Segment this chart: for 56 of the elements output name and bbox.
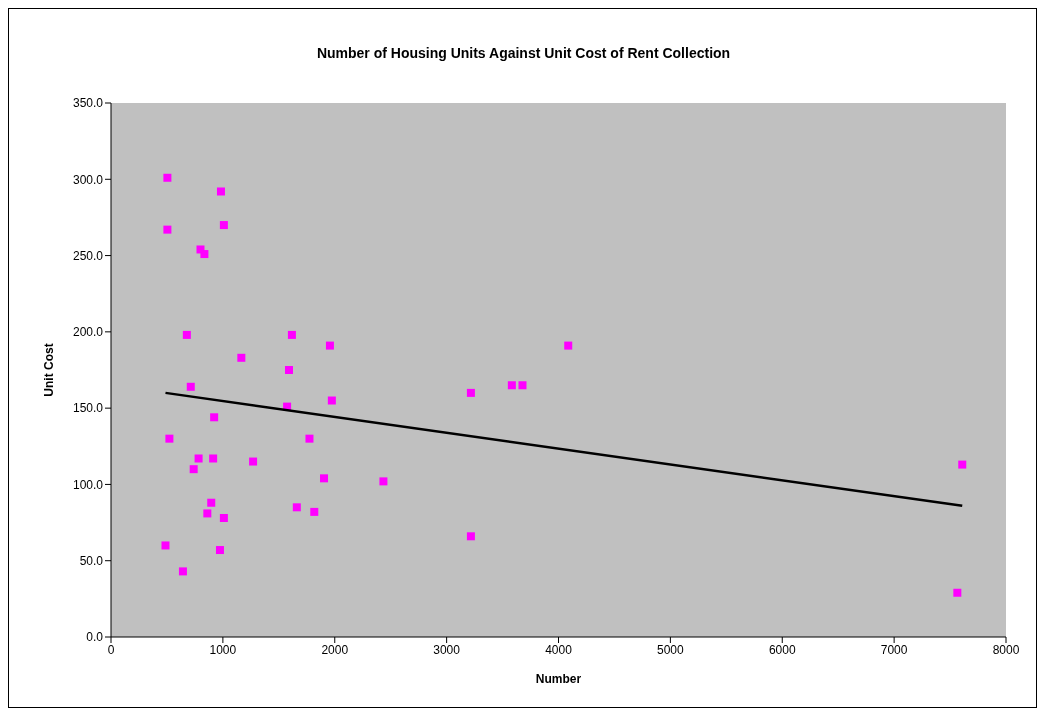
point [207, 498, 216, 507]
point [305, 434, 314, 443]
point [237, 353, 246, 362]
point [292, 503, 301, 512]
point [287, 330, 296, 339]
point [466, 388, 475, 397]
x-tick-label: 1000 [209, 642, 237, 657]
point [189, 465, 198, 474]
x-tick-label: 4000 [545, 642, 573, 657]
y-tick-label: 300.0 [72, 172, 104, 187]
point [163, 173, 172, 182]
point [379, 477, 388, 486]
point [165, 434, 174, 443]
x-tick-label: 0 [107, 642, 115, 657]
point [325, 341, 334, 350]
x-tick-label: 2000 [321, 642, 349, 657]
y-tick-label: 0.0 [86, 630, 104, 645]
x-tick-label: 5000 [657, 642, 685, 657]
point [466, 532, 475, 541]
point [215, 546, 224, 555]
point [163, 225, 172, 234]
point [161, 541, 170, 550]
y-tick-label: 50.0 [79, 553, 104, 568]
point [178, 567, 187, 576]
point [958, 460, 967, 469]
y-tick-label: 100.0 [72, 477, 104, 492]
point [200, 250, 209, 259]
point [249, 457, 258, 466]
y-tick-label: 200.0 [72, 325, 104, 340]
point [327, 396, 336, 405]
y-tick-label: 150.0 [72, 401, 104, 416]
chart-title: Number of Housing Units Against Unit Cost of Rent Collection [315, 45, 732, 61]
y-tick-label: 350.0 [72, 96, 104, 111]
point [518, 381, 527, 390]
point [210, 413, 219, 422]
point [182, 330, 191, 339]
point [564, 341, 573, 350]
y-axis-title: Unit Cost [42, 343, 57, 397]
x-tick-label: 6000 [768, 642, 796, 657]
x-tick-label: 7000 [880, 642, 908, 657]
x-axis-title: Number [535, 672, 582, 686]
point [209, 454, 218, 463]
y-tick-label: 250.0 [72, 248, 104, 263]
x-tick-label: 3000 [433, 642, 461, 657]
point [219, 221, 228, 230]
point [194, 454, 203, 463]
point [219, 513, 228, 522]
point [507, 381, 516, 390]
point [216, 187, 225, 196]
x-tick-label: 8000 [992, 642, 1020, 657]
point [310, 507, 319, 516]
point [284, 366, 293, 374]
point [186, 382, 195, 391]
point [953, 588, 962, 597]
point [203, 509, 212, 518]
point [320, 474, 329, 483]
